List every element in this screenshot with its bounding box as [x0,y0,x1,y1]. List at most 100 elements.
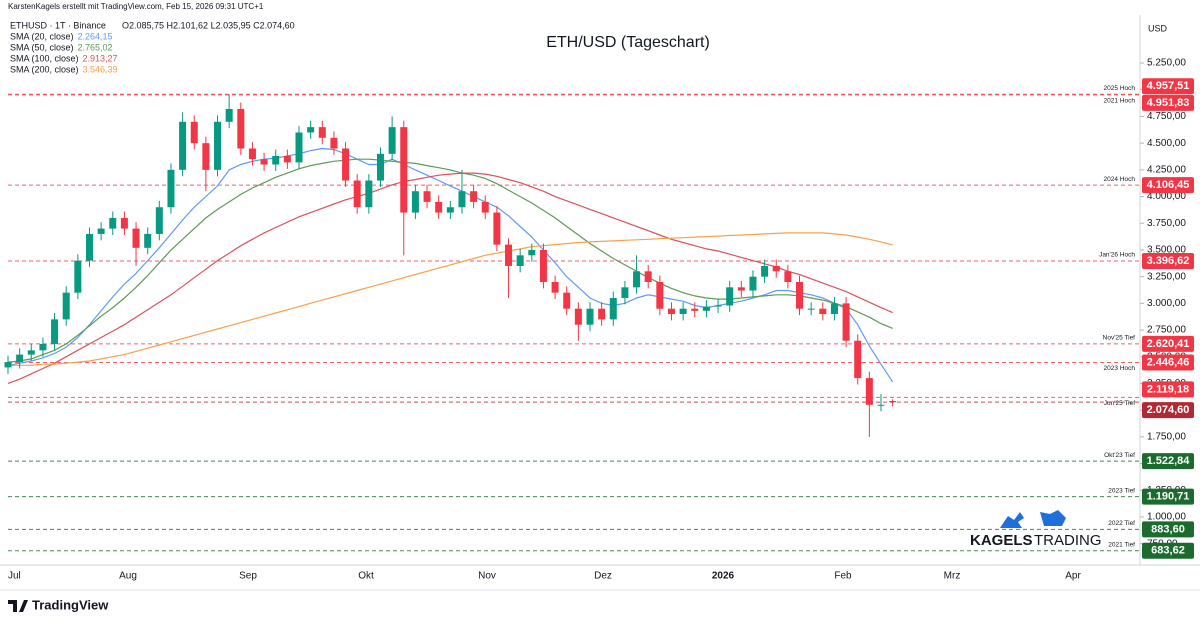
x-tick-label: Feb [834,571,852,582]
y-tick-label: 4.000,00 [1147,191,1186,202]
price-box-label: 4.951,83 [1147,97,1190,109]
candle-body [830,303,838,315]
y-tick-label: 4.250,00 [1147,164,1186,175]
tv-logo [8,600,28,612]
symbol: ETHUSD · 1T · Binance [10,20,106,30]
x-tick-label: Aug [119,571,137,582]
candle-body [365,180,373,208]
legend-name: SMA (20, close) [10,31,74,41]
level-name: 2023 Hoch [1104,365,1136,372]
candle-body [842,303,850,341]
candle-body [388,127,396,154]
credit: KarstenKagels erstellt mit TradingView.c… [8,2,264,11]
candle-body [889,400,897,403]
candle-body [39,343,47,351]
brand-bold: KAGELS [970,532,1033,549]
candle-body [202,143,210,170]
candle-body [691,308,699,311]
candle-body [376,153,384,181]
candle-body [260,159,268,165]
price-box [1142,354,1194,371]
x-tick-label: 2026 [712,571,735,582]
ohlc: O2.085,75 H2.101,62 L2.035,95 C2.074,60 [122,20,295,30]
candle-body [342,148,350,181]
candle-body [400,127,408,213]
candle-body [4,362,12,368]
candle-body [423,191,431,202]
candle-body [865,378,873,405]
price-box [1142,542,1194,559]
candle-body [74,260,82,293]
candle-body [225,108,233,122]
candle-body [516,255,524,266]
price-box-label: 1.522,84 [1147,455,1191,467]
candle-body [295,132,303,163]
candle-body [85,233,93,261]
candle-body [144,233,152,248]
candle-body [272,155,280,165]
price-box-label: 683,62 [1151,545,1185,557]
chart-title: ETH/USD (Tageschart) [546,34,710,51]
y-tick-label: 1.750,00 [1147,431,1186,442]
candle-body [62,292,70,320]
price-box [1142,252,1194,269]
candle-body [190,121,198,144]
candle-body [854,340,862,379]
candle-body [551,281,559,293]
candle-body [528,249,536,256]
level-name: 2021 Tief [1108,541,1135,548]
price-box [1142,94,1194,111]
candle-body [586,308,594,325]
sma-line [7,172,893,384]
candle-body [458,191,466,208]
candle-body [307,127,315,133]
candle-body [248,148,256,160]
candle-body [761,265,769,277]
brand: TRADING [1034,532,1102,549]
candle-body [109,217,117,229]
candle-body [726,287,734,306]
legend-value: 2.765,02 [78,42,113,52]
price-box-label: 4.106,45 [1147,179,1190,191]
level-name: 2022 Tief [1108,520,1135,527]
y-tick-label: 4.500,00 [1147,138,1186,149]
price-box [1142,381,1194,398]
price-box [1142,521,1194,538]
tv-logo-mark [8,600,28,612]
x-tick-label: Sep [239,571,257,582]
candle-body [318,127,326,138]
candle-body [598,308,606,320]
legend-value: 2.264,15 [78,31,113,41]
candle-body [446,207,454,213]
candle-body [330,137,338,149]
y-tick-label: 1.000,00 [1147,512,1186,523]
level-name: Nov'25 Tief [1103,335,1136,342]
candle-body [714,305,722,307]
legend-name: SMA (200, close) [10,64,79,74]
x-tick-label: Apr [1065,571,1081,582]
price-box-label: 2.620,41 [1147,338,1190,350]
price-box-label: 4.957,51 [1147,80,1190,92]
level-name: Okt'23 Tief [1104,452,1135,459]
price-box [1142,177,1194,194]
y-tick-label: 3.250,00 [1147,271,1186,282]
candle-body [667,308,675,315]
price-box-label: 2.446,46 [1147,356,1190,368]
candle-body [539,249,547,282]
axis-unit: USD [1148,23,1168,33]
level-name: 2024 Hoch [1104,176,1136,183]
price-box [1142,488,1194,505]
sma-line [7,147,894,383]
candle-body [237,108,245,149]
candle-body [819,308,827,315]
level-name: 2025 Hoch [1104,85,1136,92]
level-name: Jan'26 Hoch [1099,252,1135,259]
legend-value: 3.546,39 [83,64,118,74]
x-tick-label: Nov [478,571,496,582]
price-box [1142,78,1194,95]
y-tick-label: 4.750,00 [1147,111,1186,122]
candle-body [574,308,582,325]
candle-body [481,201,489,213]
sma-line [7,158,893,363]
candle-body [167,169,175,208]
